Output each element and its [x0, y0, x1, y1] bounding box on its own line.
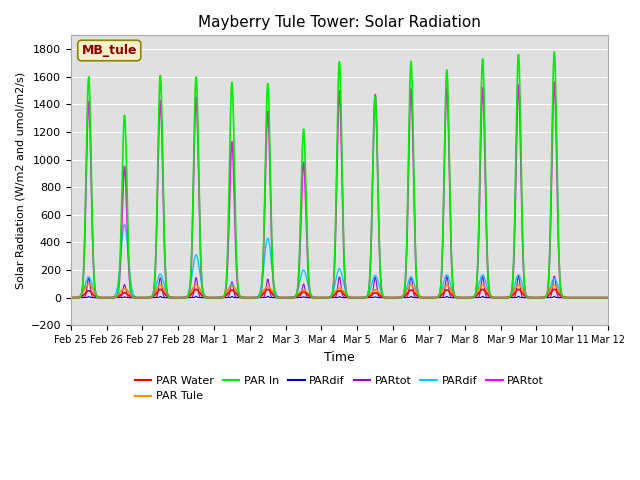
PARtot: [456, 295, 463, 300]
PAR Tule: [598, 295, 606, 300]
Text: MB_tule: MB_tule: [81, 44, 137, 57]
PARtot: [177, 295, 184, 300]
PARdif: [408, 294, 416, 300]
PARdif: [456, 295, 463, 300]
PAR Water: [408, 288, 416, 293]
PAR Water: [264, 287, 271, 292]
PAR In: [550, 49, 558, 55]
PAR In: [67, 295, 75, 300]
PAR Water: [456, 295, 463, 300]
PAR Tule: [522, 292, 530, 298]
PARtot: [550, 273, 558, 279]
PAR In: [456, 295, 463, 300]
PARtot: [177, 295, 184, 300]
PAR Tule: [490, 294, 498, 300]
PAR Tule: [408, 283, 416, 288]
PAR Tule: [604, 295, 612, 300]
PARdif: [490, 295, 498, 300]
PARdif: [67, 295, 75, 300]
PARtot: [598, 295, 606, 300]
PAR Tule: [456, 295, 463, 300]
PARdif: [598, 295, 606, 300]
PARdif: [177, 295, 184, 300]
Line: PAR Tule: PAR Tule: [71, 284, 608, 298]
PAR Tule: [177, 295, 185, 300]
PARtot: [522, 295, 530, 300]
PARtot: [456, 295, 463, 300]
PARdif: [598, 295, 606, 300]
PAR Water: [177, 295, 184, 300]
PAR Water: [522, 294, 530, 300]
Line: PARtot: PARtot: [71, 82, 608, 298]
PARtot: [490, 295, 497, 300]
PAR Water: [598, 295, 606, 300]
Line: PARdif: PARdif: [71, 225, 608, 298]
PARtot: [408, 278, 416, 284]
PAR Water: [604, 295, 612, 300]
PARtot: [598, 295, 606, 300]
PARtot: [550, 79, 558, 85]
PARdif: [264, 294, 271, 300]
PARdif: [67, 295, 75, 300]
Line: PAR In: PAR In: [71, 52, 608, 298]
PAR Tule: [67, 295, 75, 300]
PARdif: [490, 295, 498, 300]
PARdif: [121, 222, 129, 228]
PARtot: [67, 295, 75, 300]
PAR Tule: [85, 281, 93, 287]
PARtot: [522, 292, 530, 298]
Line: PAR Water: PAR Water: [71, 289, 608, 298]
Y-axis label: Solar Radiation (W/m2 and umol/m2/s): Solar Radiation (W/m2 and umol/m2/s): [15, 72, 25, 289]
PAR In: [522, 292, 530, 298]
PARdif: [177, 295, 185, 300]
PARtot: [67, 295, 75, 300]
PAR In: [408, 77, 416, 83]
PARtot: [604, 295, 612, 300]
Title: Mayberry Tule Tower: Solar Radiation: Mayberry Tule Tower: Solar Radiation: [198, 15, 481, 30]
PARdif: [604, 295, 612, 300]
PAR In: [177, 295, 184, 300]
X-axis label: Time: Time: [324, 350, 355, 363]
PAR In: [490, 295, 497, 300]
PAR In: [604, 295, 612, 300]
PARdif: [522, 295, 530, 300]
PARdif: [604, 295, 612, 300]
PARtot: [604, 295, 612, 300]
PARtot: [408, 102, 416, 108]
Line: PARdif: PARdif: [71, 297, 608, 298]
PAR Water: [67, 295, 75, 300]
PAR Water: [490, 295, 498, 300]
PARdif: [522, 292, 530, 298]
Line: PARtot: PARtot: [71, 276, 608, 298]
PAR In: [598, 295, 606, 300]
PARdif: [456, 295, 463, 300]
Legend: PAR Water, PAR Tule, PAR In, PARdif, PARtot, PARdif, PARtot: PAR Water, PAR Tule, PAR In, PARdif, PAR…: [131, 372, 548, 406]
PARtot: [490, 295, 497, 300]
PARdif: [585, 295, 593, 300]
PARdif: [408, 275, 416, 281]
